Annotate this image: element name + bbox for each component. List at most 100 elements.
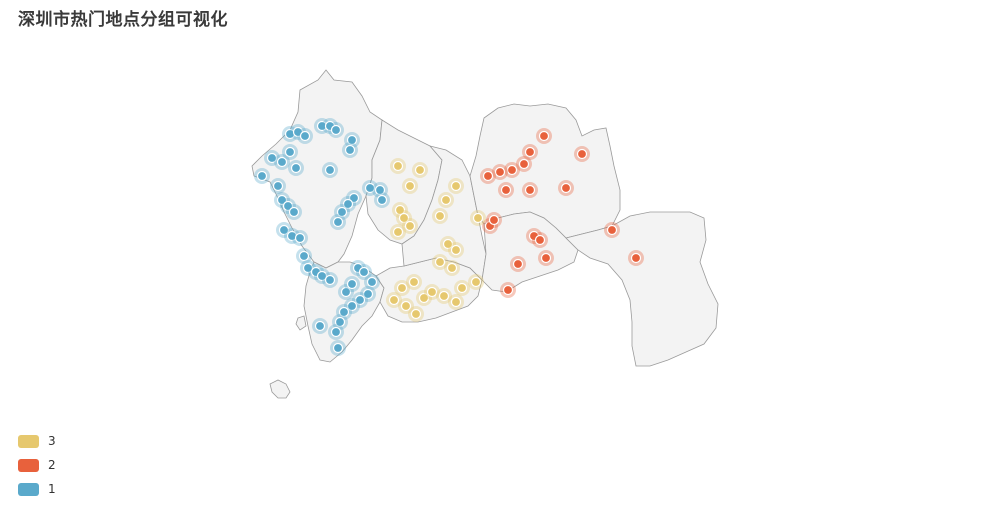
legend-item-2[interactable]: 2 xyxy=(18,457,56,473)
hotspot-point-group-1[interactable] xyxy=(276,194,288,206)
hotspot-point-group-3[interactable] xyxy=(404,220,416,232)
hotspot-point-group-3[interactable] xyxy=(388,294,400,306)
legend: 3 2 1 xyxy=(18,433,56,505)
hotspot-point-group-1[interactable] xyxy=(362,288,374,300)
hotspot-point-group-1[interactable] xyxy=(340,286,352,298)
hotspot-point-group-1[interactable] xyxy=(282,200,294,212)
hotspot-point-group-3[interactable] xyxy=(400,300,412,312)
hotspot-point-group-1[interactable] xyxy=(290,162,302,174)
hotspot-point-group-3[interactable] xyxy=(438,290,450,302)
hotspot-point-group-3[interactable] xyxy=(392,226,404,238)
hotspot-point-group-1[interactable] xyxy=(330,326,342,338)
region-yantian[interactable] xyxy=(481,211,579,293)
region-islet[interactable] xyxy=(295,315,307,331)
hotspot-point-group-1[interactable] xyxy=(302,262,314,274)
hotspot-point-group-1[interactable] xyxy=(288,206,300,218)
hotspot-point-group-3[interactable] xyxy=(442,238,454,250)
hotspot-point-group-1[interactable] xyxy=(364,182,376,194)
hotspot-point-group-1[interactable] xyxy=(376,194,388,206)
hotspot-point-group-1[interactable] xyxy=(334,316,346,328)
hotspot-point-group-1[interactable] xyxy=(336,206,348,218)
hotspot-point-group-1[interactable] xyxy=(298,250,310,262)
legend-swatch-3 xyxy=(18,434,39,448)
hotspot-point-group-1[interactable] xyxy=(294,232,306,244)
region-island[interactable] xyxy=(269,379,291,399)
hotspot-point-group-1[interactable] xyxy=(354,294,366,306)
legend-label-3: 3 xyxy=(48,434,56,448)
legend-swatch-2 xyxy=(18,458,39,472)
hotspot-point-group-3[interactable] xyxy=(456,282,468,294)
legend-item-1[interactable]: 1 xyxy=(18,481,56,497)
hotspot-point-group-1[interactable] xyxy=(256,170,268,182)
hotspot-point-group-2[interactable] xyxy=(506,164,518,176)
hotspot-point-group-1[interactable] xyxy=(344,144,356,156)
hotspot-point-group-2[interactable] xyxy=(540,252,552,264)
hotspot-point-group-3[interactable] xyxy=(446,262,458,274)
hotspot-point-group-1[interactable] xyxy=(346,134,358,146)
hotspot-point-group-1[interactable] xyxy=(366,276,378,288)
hotspot-point-group-2[interactable] xyxy=(488,214,500,226)
hotspot-point-group-3[interactable] xyxy=(408,276,420,288)
hotspot-point-group-2[interactable] xyxy=(518,158,530,170)
region-baoan[interactable] xyxy=(251,69,383,269)
hotspot-point-group-3[interactable] xyxy=(410,308,422,320)
hotspot-point-group-1[interactable] xyxy=(284,146,296,158)
hotspot-point-group-1[interactable] xyxy=(342,198,354,210)
hotspot-point-group-2[interactable] xyxy=(576,148,588,160)
hotspot-point-group-2[interactable] xyxy=(534,234,546,246)
region-dapeng[interactable] xyxy=(565,211,719,367)
hotspot-point-group-1[interactable] xyxy=(332,342,344,354)
hotspot-point-group-1[interactable] xyxy=(272,180,284,192)
hotspot-point-group-3[interactable] xyxy=(470,276,482,288)
hotspot-point-group-3[interactable] xyxy=(404,180,416,192)
legend-label-2: 2 xyxy=(48,458,56,472)
hotspot-point-group-3[interactable] xyxy=(396,282,408,294)
hotspot-point-group-1[interactable] xyxy=(324,164,336,176)
hotspot-point-group-3[interactable] xyxy=(392,160,404,172)
hotspot-point-group-1[interactable] xyxy=(324,274,336,286)
hotspot-point-group-3[interactable] xyxy=(426,286,438,298)
hotspot-point-group-1[interactable] xyxy=(278,224,290,236)
hotspot-point-group-3[interactable] xyxy=(418,292,430,304)
hotspot-point-group-3[interactable] xyxy=(394,204,406,216)
hotspot-point-group-2[interactable] xyxy=(500,184,512,196)
hotspot-point-group-1[interactable] xyxy=(358,266,370,278)
hotspot-point-group-1[interactable] xyxy=(338,306,350,318)
hotspot-point-group-2[interactable] xyxy=(502,284,514,296)
hotspot-point-group-2[interactable] xyxy=(538,130,550,142)
hotspot-point-group-2[interactable] xyxy=(524,146,536,158)
hotspot-point-group-3[interactable] xyxy=(450,296,462,308)
hotspot-point-group-3[interactable] xyxy=(434,210,446,222)
hotspot-point-group-1[interactable] xyxy=(346,278,358,290)
legend-item-3[interactable]: 3 xyxy=(18,433,56,449)
hotspot-point-group-1[interactable] xyxy=(332,216,344,228)
hotspot-point-group-3[interactable] xyxy=(434,256,446,268)
hotspot-point-group-2[interactable] xyxy=(524,184,536,196)
hotspot-point-group-3[interactable] xyxy=(450,180,462,192)
hotspot-point-group-1[interactable] xyxy=(348,192,360,204)
hotspot-point-group-3[interactable] xyxy=(472,212,484,224)
hotspot-point-group-1[interactable] xyxy=(276,156,288,168)
hotspot-point-group-2[interactable] xyxy=(494,166,506,178)
hotspot-point-group-2[interactable] xyxy=(606,224,618,236)
hotspot-point-group-1[interactable] xyxy=(299,130,311,142)
hotspot-point-group-1[interactable] xyxy=(266,152,278,164)
chart-title: 深圳市热门地点分组可视化 xyxy=(18,10,228,30)
hotspot-point-group-2[interactable] xyxy=(630,252,642,264)
hotspot-point-group-1[interactable] xyxy=(316,270,328,282)
hotspot-point-group-3[interactable] xyxy=(450,244,462,256)
hotspot-point-group-2[interactable] xyxy=(512,258,524,270)
hotspot-points xyxy=(254,118,644,356)
hotspot-point-group-3[interactable] xyxy=(414,164,426,176)
hotspot-point-group-1[interactable] xyxy=(374,184,386,196)
hotspot-point-group-2[interactable] xyxy=(560,182,572,194)
hotspot-point-group-2[interactable] xyxy=(482,170,494,182)
legend-swatch-1 xyxy=(18,482,39,496)
hotspot-point-group-1[interactable] xyxy=(330,124,342,136)
hotspot-point-group-1[interactable] xyxy=(314,320,326,332)
hotspot-point-group-3[interactable] xyxy=(440,194,452,206)
hotspot-point-group-3[interactable] xyxy=(398,212,410,224)
hotspot-point-group-1[interactable] xyxy=(346,300,358,312)
